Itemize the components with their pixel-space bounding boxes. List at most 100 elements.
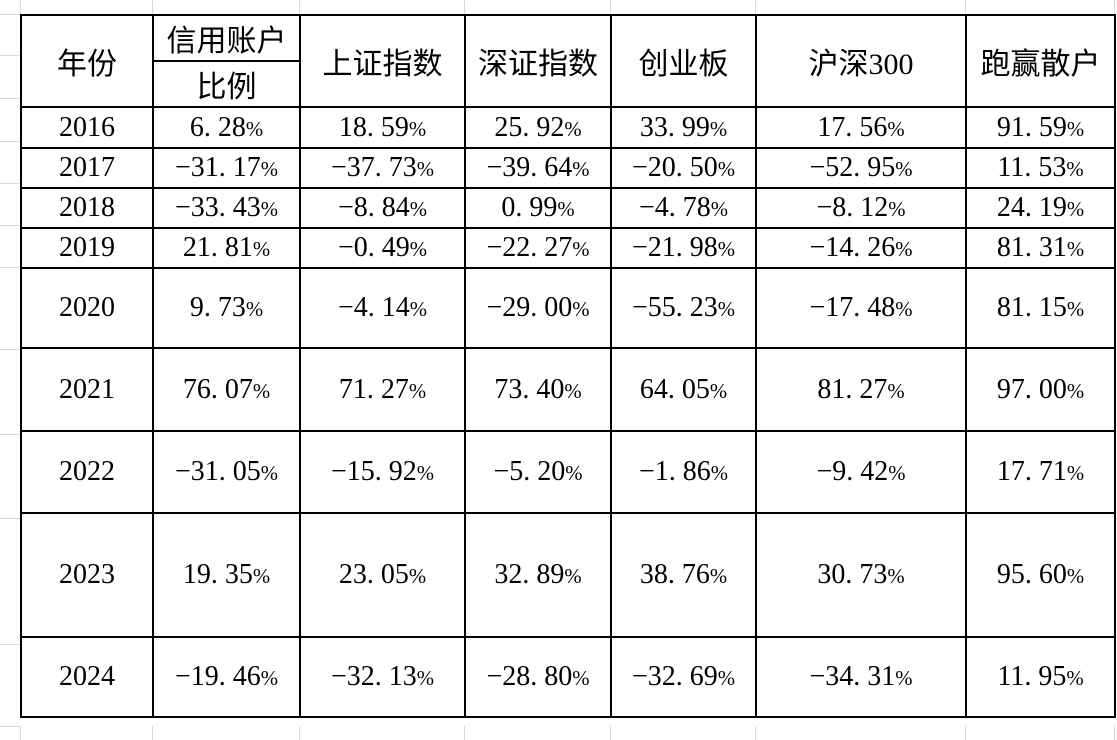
value-cell[interactable]: −4. 14% [299,267,466,349]
value-cell[interactable]: −5. 20% [464,430,612,514]
value-cell[interactable]: −4. 78% [610,187,757,229]
column-header-credit-line1[interactable]: 信用账户 [152,14,301,62]
value-cell[interactable]: −14. 26% [755,227,967,269]
value-cell[interactable]: 81. 31% [965,227,1116,269]
value-cell[interactable]: −28. 80% [464,636,612,718]
value-cell[interactable]: −52. 95% [755,147,967,189]
value-cell[interactable]: 71. 27% [299,347,466,432]
value-cell[interactable]: 97. 00% [965,347,1116,432]
sheet-gridline [0,434,20,435]
value-cell[interactable]: 81. 27% [755,347,967,432]
percent-sign: % [895,159,913,181]
percent-sign: % [416,159,435,181]
value-cell[interactable]: 21. 81% [152,227,301,269]
value-cell[interactable]: −31. 17% [152,147,301,189]
column-header-chinext[interactable]: 创业板 [610,14,757,108]
column-header-year[interactable]: 年份 [20,14,154,108]
year-cell[interactable]: 2024 [20,636,154,718]
value-cell[interactable]: −8. 84% [299,187,466,229]
value-cell[interactable]: 64. 05% [610,347,757,432]
percent-sign: % [572,668,590,690]
value-cell[interactable]: 38. 76% [610,512,757,638]
value-cell[interactable]: −8. 12% [755,187,967,229]
year-cell[interactable]: 2017 [20,147,154,189]
value-cell[interactable]: 24. 19% [965,187,1116,229]
value-cell[interactable]: 33. 99% [610,106,757,149]
percent-sign: % [1066,199,1085,221]
year-cell[interactable]: 2020 [20,267,154,349]
column-header-sse-index[interactable]: 上证指数 [299,14,466,108]
percent-sign: % [1066,159,1084,181]
value-cell[interactable]: 0. 99% [464,187,612,229]
value-cell[interactable]: 11. 53% [965,147,1116,189]
value-cell[interactable]: −39. 64% [464,147,612,189]
year-cell[interactable]: 2023 [20,512,154,638]
value-cell[interactable]: −29. 00% [464,267,612,349]
value-cell[interactable]: 18. 59% [299,106,466,149]
value-cell[interactable]: −32. 13% [299,636,466,718]
value-cell[interactable]: −20. 50% [610,147,757,189]
value-cell[interactable]: 17. 56% [755,106,967,149]
value-cell[interactable]: −1. 86% [610,430,757,514]
value-cell[interactable]: −34. 31% [755,636,967,718]
percent-sign: % [564,566,582,588]
table-row: 2020 9. 73% −4. 14% −29. 00% −55. 23% −17. 48… [20,267,1116,349]
value-cell[interactable]: −0. 49% [299,227,466,269]
value-cell[interactable]: −32. 69% [610,636,757,718]
year-cell[interactable]: 2016 [20,106,154,149]
percent-sign: % [1066,299,1085,321]
percent-sign: % [572,159,590,181]
column-header-csi300[interactable]: 沪深300 [755,14,967,108]
value-cell[interactable]: 32. 89% [464,512,612,638]
sheet-gridline [0,14,20,15]
value-cell[interactable]: 76. 07% [152,347,301,432]
value-cell[interactable]: 23. 05% [299,512,466,638]
percent-sign: % [416,463,435,485]
header-row-1: 年份 信用账户 上证指数 深证指数 创业板 沪深300 跑赢散户 [20,14,1116,108]
value-cell[interactable]: −31. 05% [152,430,301,514]
percent-sign: % [717,239,736,261]
value-cell[interactable]: 6. 28% [152,106,301,149]
value-cell[interactable]: −17. 48% [755,267,967,349]
sheet-gridline [0,644,20,645]
percent-sign: % [895,668,913,690]
sheet-gridline [0,225,20,226]
value-cell[interactable]: 19. 35% [152,512,301,638]
value-cell[interactable]: 11. 95% [965,636,1116,718]
value-cell[interactable]: −22. 27% [464,227,612,269]
year-cell[interactable]: 2018 [20,187,154,229]
year-cell[interactable]: 2022 [20,430,154,514]
value-cell[interactable]: 81. 15% [965,267,1116,349]
column-header-beat-retail[interactable]: 跑赢散户 [965,14,1116,108]
column-header-credit-line2[interactable]: 比例 [152,60,301,108]
value-cell[interactable]: 73. 40% [464,347,612,432]
sheet-gridline [464,0,465,14]
year-cell[interactable]: 2019 [20,227,154,269]
percent-sign: % [260,159,279,181]
value-cell[interactable]: 30. 73% [755,512,967,638]
percent-sign: % [564,380,582,403]
percent-sign: % [710,199,729,221]
value-cell[interactable]: 91. 59% [965,106,1116,149]
value-cell[interactable]: −15. 92% [299,430,466,514]
column-header-szse-index[interactable]: 深证指数 [464,14,612,108]
value-cell[interactable]: 95. 60% [965,512,1116,638]
percent-sign: % [887,118,905,141]
year-cell[interactable]: 2021 [20,347,154,432]
value-cell[interactable]: −33. 43% [152,187,301,229]
percent-sign: % [252,239,271,261]
percent-sign: % [252,380,271,403]
value-cell[interactable]: −55. 23% [610,267,757,349]
value-cell[interactable]: −9. 42% [755,430,967,514]
sheet-gridline [0,267,20,268]
sheet-gridline [965,726,966,740]
value-cell[interactable]: 25. 92% [464,106,612,149]
value-cell[interactable]: −21. 98% [610,227,757,269]
value-cell[interactable]: −19. 46% [152,636,301,718]
sheet-gridline [965,0,966,14]
value-cell[interactable]: 9. 73% [152,267,301,349]
value-cell[interactable]: 17. 71% [965,430,1116,514]
percent-sign: % [565,463,583,485]
value-cell[interactable]: −37. 73% [299,147,466,189]
percent-sign: % [557,199,575,221]
